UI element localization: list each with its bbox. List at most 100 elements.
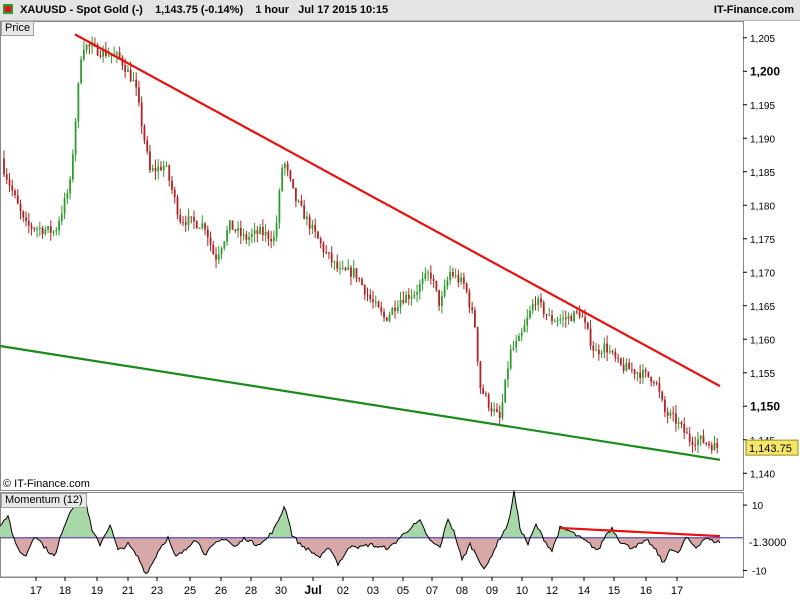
price-panel <box>0 21 744 491</box>
candle-body <box>234 229 237 232</box>
candle-body <box>146 140 149 152</box>
candle-body <box>47 226 49 230</box>
candle-body <box>675 413 677 424</box>
candle-body <box>578 312 581 317</box>
price-y-tick-label: 1,155 <box>750 369 775 380</box>
candle-body <box>272 236 275 242</box>
candle-body <box>206 229 209 238</box>
price-panel-label: Price <box>1 21 35 36</box>
candle-body <box>614 351 617 358</box>
candle-body <box>586 322 589 329</box>
x-tick-label: 09 <box>486 585 498 597</box>
price-y-tick-label: 1,165 <box>750 302 775 313</box>
candle-body <box>369 294 372 300</box>
candle-body <box>512 347 515 350</box>
x-tick-label: 18 <box>59 585 71 597</box>
candle-body <box>683 424 686 433</box>
candle-body <box>639 372 642 378</box>
candle-body <box>526 317 529 326</box>
candle-body <box>179 214 182 222</box>
candle-body <box>187 216 190 225</box>
copyright-text: © IT-Finance.com <box>3 478 90 490</box>
x-tick-label: 30 <box>275 585 287 597</box>
candle-body <box>647 371 650 377</box>
candle-body <box>344 267 347 270</box>
candle-body <box>237 228 239 232</box>
candle-body <box>597 349 600 355</box>
last-quote: 1,143.75 (-0.14%) <box>155 4 244 16</box>
candle-body <box>567 315 570 320</box>
chart-header: XAUUSD - Spot Gold (-) 1,143.75 (-0.14%)… <box>0 0 800 21</box>
candle-body <box>518 335 520 341</box>
candle-body <box>289 170 292 180</box>
candle-body <box>501 402 504 418</box>
candle-body <box>570 315 573 322</box>
candle-body <box>410 296 413 299</box>
resistance-trendline[interactable] <box>74 33 721 388</box>
candle-body <box>540 298 542 303</box>
candle-body <box>60 213 63 222</box>
candle-body <box>625 362 628 371</box>
candle-body <box>435 280 438 291</box>
candle-body <box>160 166 162 171</box>
candle-body <box>104 49 107 56</box>
candle-body <box>220 248 223 255</box>
candle-body <box>193 216 195 222</box>
last-price-label: 1,143.75 <box>749 443 792 455</box>
candle-body <box>658 383 661 392</box>
candle-body <box>440 296 443 307</box>
candle-body <box>592 345 595 351</box>
candle-body <box>297 200 300 202</box>
price-y-tick-label: 1,195 <box>750 101 775 112</box>
momentum-trendline[interactable] <box>559 526 721 538</box>
candle-body <box>699 435 702 440</box>
candle-body <box>19 203 22 212</box>
candle-body <box>350 267 352 277</box>
candle-body <box>372 299 374 302</box>
candle-body <box>162 165 165 171</box>
candle-body <box>132 79 135 82</box>
candle-body <box>151 168 154 171</box>
momentum-panel-label: Momentum (12) <box>1 493 87 508</box>
candle-body <box>261 227 264 236</box>
candle-body <box>666 412 669 416</box>
candle-body <box>74 121 77 155</box>
candle-body <box>716 442 719 448</box>
candle-body <box>523 325 526 333</box>
price-y-tick-label: 1,170 <box>750 268 775 279</box>
candle-body <box>377 301 380 308</box>
candle-body <box>641 369 644 378</box>
candle-body <box>82 49 85 60</box>
candle-body <box>619 358 622 365</box>
candle-body <box>182 221 184 223</box>
momentum-positive-area <box>0 490 720 538</box>
candle-body <box>99 55 102 57</box>
candle-body <box>487 394 490 408</box>
momentum-panel <box>0 490 744 578</box>
candle-body <box>493 409 496 412</box>
candle-body <box>664 399 666 413</box>
candle-body <box>413 294 416 297</box>
candle-body <box>77 83 80 122</box>
candle-body <box>548 315 551 317</box>
candle-body <box>195 221 198 229</box>
candle-body <box>358 278 361 280</box>
candle-body <box>116 52 118 55</box>
candle-body <box>589 328 592 346</box>
candle-body <box>600 352 603 355</box>
candle-body <box>319 238 322 244</box>
candle-body <box>217 254 220 260</box>
support-trendline[interactable] <box>0 344 721 461</box>
candle-body <box>253 230 256 234</box>
candle-body <box>553 321 556 323</box>
candle-body <box>507 368 509 380</box>
momentum-negative-area <box>0 537 720 574</box>
candle-body <box>71 154 74 180</box>
candle-body <box>14 190 16 196</box>
candle-body <box>66 193 69 199</box>
x-tick-label: 12 <box>546 585 558 597</box>
candle-body <box>531 303 534 311</box>
candle-body <box>537 298 540 305</box>
candle-body <box>165 165 168 167</box>
